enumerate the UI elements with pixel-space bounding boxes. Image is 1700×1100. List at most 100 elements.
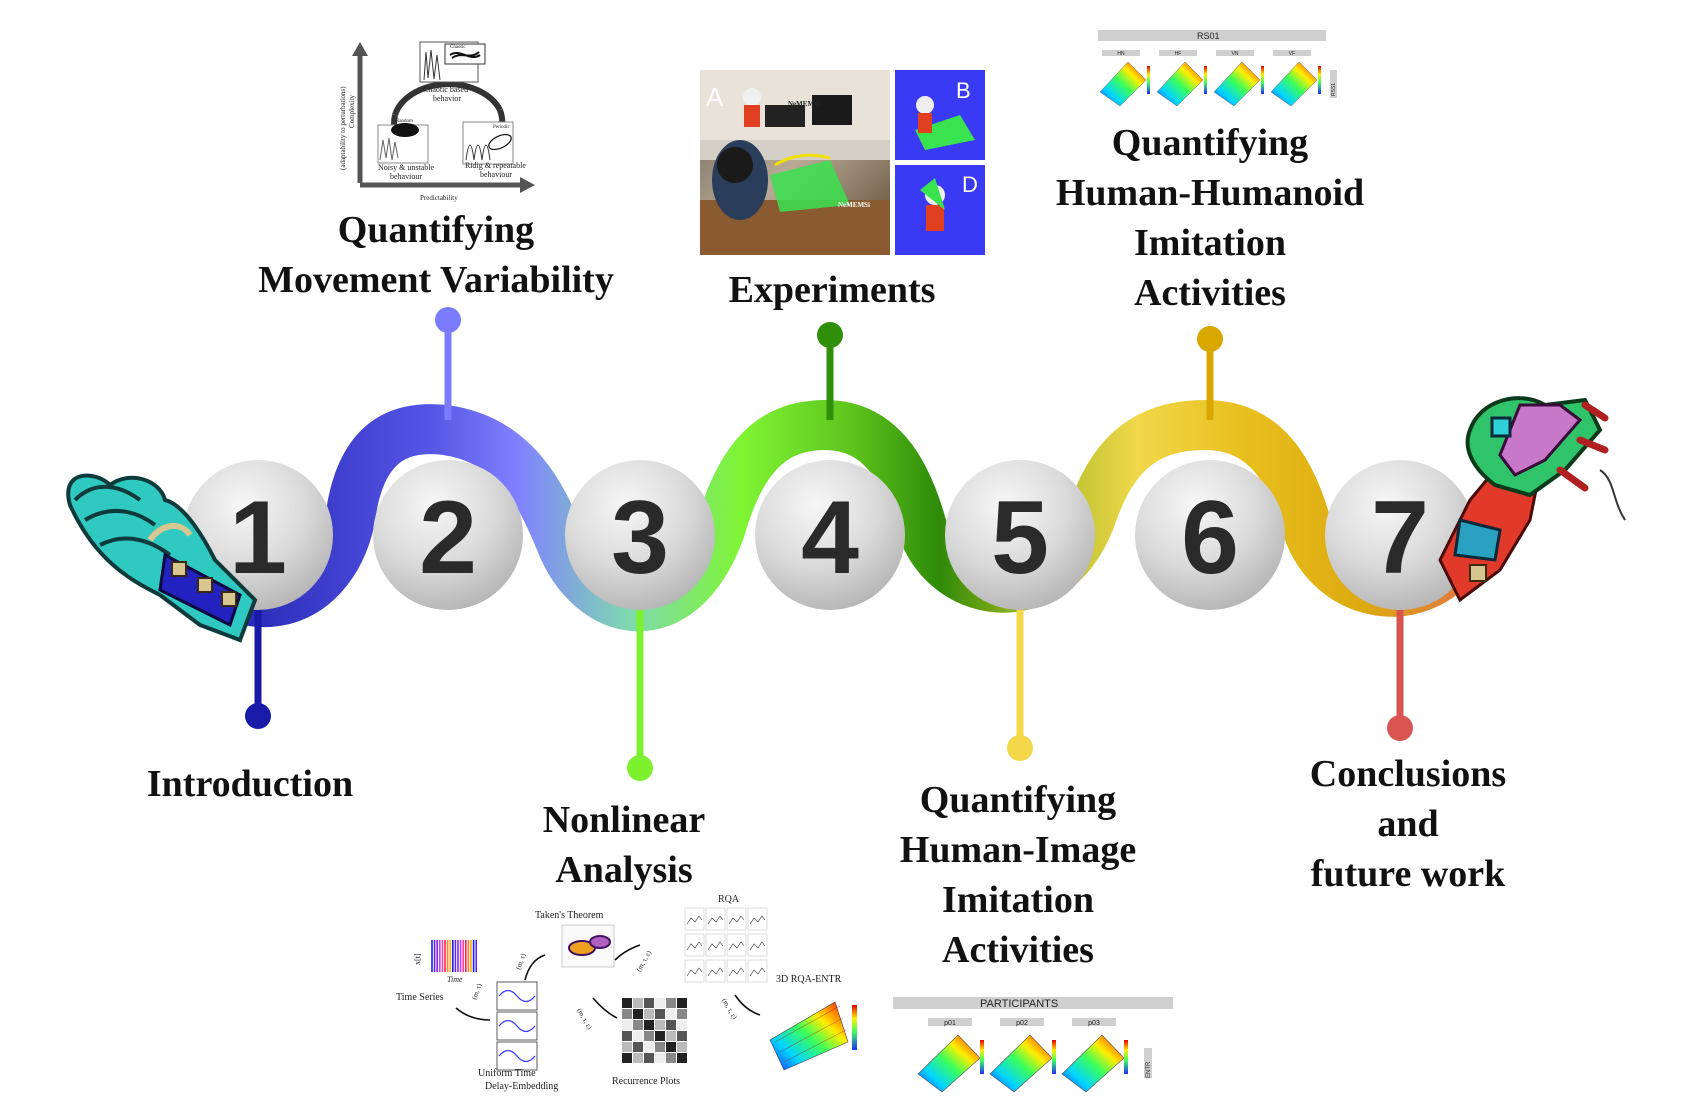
humanoid-col-header-bg xyxy=(1159,50,1197,56)
stage-6-circle xyxy=(1135,460,1285,610)
stage-7-circle xyxy=(1325,460,1475,610)
recurrence-cell xyxy=(633,1031,643,1041)
humanoid-col-header: HN xyxy=(1117,51,1125,57)
entr-param-label: (m, τ, ε) xyxy=(720,997,739,1021)
humanoid-side-label: RSS1 xyxy=(1331,83,1337,96)
participant-col-header-bg xyxy=(1000,1018,1044,1026)
panel-a-label: A xyxy=(706,82,724,112)
participant-surface xyxy=(917,1034,981,1093)
humanoid-col-header-bg xyxy=(1102,50,1140,56)
recurrence-cell xyxy=(677,998,687,1008)
rigid-label-2: behaviour xyxy=(480,170,512,179)
participant-col-header: p03 xyxy=(1088,1020,1100,1027)
stage-2-title-line: Quantifying xyxy=(338,209,534,251)
stage-2-pin-dot xyxy=(435,307,461,333)
participant-surface xyxy=(1061,1034,1125,1093)
recurrence-cell xyxy=(666,1053,676,1063)
stage-6-title-line: Activities xyxy=(1134,272,1286,314)
rqa-subplot xyxy=(705,907,726,931)
stage-4-title-line: Experiments xyxy=(729,269,936,311)
recurrence-cell xyxy=(677,1020,687,1030)
recurrence-cell xyxy=(666,1020,676,1030)
rqa-entr-surface xyxy=(769,1001,857,1071)
nemems-device-label: NeMEMSi xyxy=(788,100,820,108)
stage-6-number: 6 xyxy=(1181,480,1239,596)
rqa-subplot-line xyxy=(707,941,724,951)
recurrence-cell xyxy=(644,1042,654,1052)
nemems-device-label-2: NeMEMSi xyxy=(838,201,870,209)
recurrence-cell xyxy=(633,998,643,1008)
rqa-subplot-line xyxy=(707,967,724,977)
stage-5-title-line: Imitation xyxy=(942,879,1094,921)
complexity-axis-label-2: Complexity xyxy=(348,94,356,128)
rqa-subplot-line xyxy=(728,967,745,977)
recurrence-cell xyxy=(666,1031,676,1041)
stage-6-pin-dot xyxy=(1197,326,1223,352)
panel-b-label: B xyxy=(956,78,971,103)
stage-3-title-line: Nonlinear xyxy=(543,799,706,841)
rqa-subplot xyxy=(726,959,747,983)
rqa-subplot-line xyxy=(728,941,745,951)
noisy-label-1: Noisy & unstable xyxy=(378,163,434,172)
recurrence-cell xyxy=(622,1053,632,1063)
recurrence-cell xyxy=(633,1020,643,1030)
stage-4-pin-dot xyxy=(817,322,843,348)
stage-7-title-line: and xyxy=(1377,803,1438,845)
humanoid-results-figure: RS01 HN HF VN VF RSS1 xyxy=(1098,30,1337,107)
rqa-subplot xyxy=(747,907,768,931)
embedding-label-1: Uniform Time xyxy=(478,1068,536,1079)
humanoid-col-header-bg xyxy=(1273,50,1311,56)
variability-figure: (adaptability to perturbations) Complexi… xyxy=(339,41,535,202)
stage-2-title-line: Movement Variability xyxy=(258,259,614,301)
participant-surface xyxy=(989,1034,1053,1093)
humanoid-col-header: VN xyxy=(1232,51,1239,57)
stage-5-title-line: Activities xyxy=(942,929,1094,971)
recurrence-cell xyxy=(644,1031,654,1041)
stage-1-title-line: Introduction xyxy=(147,763,353,805)
stage-5-title-line: Human-Image xyxy=(900,829,1136,871)
recurrence-cell xyxy=(677,1009,687,1019)
stage-1-pin-dot xyxy=(245,703,271,729)
random-inset-label: Random xyxy=(396,119,413,124)
recurrence-cell xyxy=(644,1020,654,1030)
recurrence-cell xyxy=(677,1053,687,1063)
humanoid-colorbar xyxy=(1147,66,1150,94)
takens-label: Taken's Theorem xyxy=(535,910,604,921)
recurrence-cell xyxy=(655,1031,665,1041)
rqa-subplot-line xyxy=(749,915,766,925)
recurrence-cell xyxy=(622,998,632,1008)
recurrence-cell xyxy=(644,1009,654,1019)
stage-4-number: 4 xyxy=(801,480,859,596)
embedding-label-2: Delay-Embedding xyxy=(485,1081,558,1092)
rqa-subplot xyxy=(747,933,768,957)
stage-7-number: 7 xyxy=(1371,480,1429,596)
recurrence-cell xyxy=(622,1009,632,1019)
rqa-entr-label: 3D RQA-ENTR xyxy=(776,974,842,985)
participants-header: PARTICIPANTS xyxy=(980,998,1058,1010)
rqa-subplot xyxy=(684,933,705,957)
rqa-subplot-line xyxy=(686,941,703,951)
rqa-label: RQA xyxy=(718,894,740,905)
recurrence-cell xyxy=(666,1009,676,1019)
stage-6-title-line: Human-Humanoid xyxy=(1056,172,1364,214)
noisy-label-2: behaviour xyxy=(390,172,422,181)
rqa-subplot-line xyxy=(686,915,703,925)
stage-6-title-line: Imitation xyxy=(1134,222,1286,264)
serpent-tail-icon xyxy=(66,473,258,643)
rqa-subplot xyxy=(684,907,705,931)
nonlinear-workflow-figure: x[t] Time Time Series (m, τ) Uniform Tim… xyxy=(396,894,857,1092)
recurrence-cell xyxy=(677,1042,687,1052)
recurrence-cell xyxy=(677,1031,687,1041)
participant-col-header: p02 xyxy=(1016,1020,1028,1027)
rqa-subplot-line xyxy=(686,967,703,977)
stage-3-pin-dot xyxy=(627,755,653,781)
stage-7-title-line: future work xyxy=(1311,853,1506,895)
humanoid-col-header: VF xyxy=(1289,51,1295,57)
stage-7-pin-dot xyxy=(1387,715,1413,741)
rigid-label-1: Ridig & repeatable xyxy=(465,161,526,170)
rqa-subplot xyxy=(705,959,726,983)
stage-5-title-line: Quantifying xyxy=(920,779,1116,821)
recurrence-cell xyxy=(655,1053,665,1063)
humanoid-col-header-bg xyxy=(1216,50,1254,56)
